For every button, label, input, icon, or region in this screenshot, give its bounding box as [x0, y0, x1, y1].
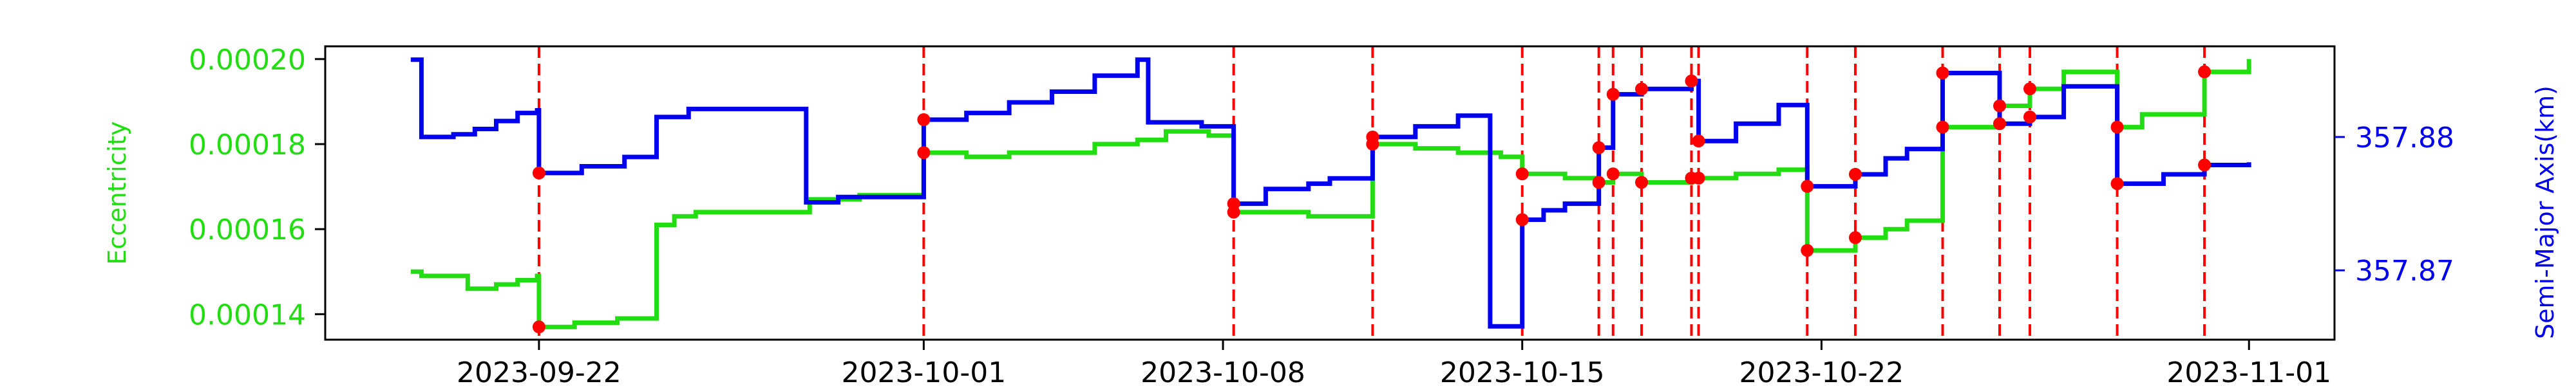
y-axis-left: 0.00014 0.00016 0.00018 0.00020 — [189, 44, 325, 331]
maneuver-marker — [1606, 87, 1620, 101]
maneuver-marker — [1635, 82, 1649, 96]
maneuver-marker — [1936, 120, 1949, 134]
maneuver-marker — [2110, 177, 2124, 190]
y-left-tick-label: 0.00020 — [189, 44, 306, 77]
maneuver-marker — [1685, 74, 1698, 87]
x-tick-label: 2023-10-08 — [1141, 356, 1305, 386]
maneuver-marker — [1936, 66, 1949, 80]
maneuver-marker — [2198, 65, 2211, 78]
maneuver-marker — [917, 146, 931, 160]
series-line-left — [410, 59, 2251, 329]
series-group — [410, 57, 2251, 329]
series-line-right — [410, 57, 2251, 329]
x-tick-label: 2023-10-15 — [1440, 356, 1605, 386]
y-left-tick-label: 0.00018 — [189, 129, 306, 161]
maneuver-marker — [532, 166, 545, 179]
plot-frame — [324, 45, 2336, 341]
maneuver-marker — [1848, 231, 1862, 244]
maneuver-marker — [1801, 179, 1814, 193]
maneuver-marker — [1366, 130, 1379, 143]
x-axis: 2023-09-22 2023-10-01 2023-10-08 2023-10-15… — [457, 340, 2331, 386]
maneuver-marker — [1848, 167, 1862, 181]
y-left-tick-label: 0.00014 — [189, 299, 306, 331]
maneuver-marker — [1515, 167, 1529, 181]
maneuver-marker — [1515, 213, 1529, 226]
maneuver-marker — [2198, 158, 2211, 172]
maneuver-marker — [1227, 197, 1240, 210]
maneuver-marker — [2023, 82, 2037, 96]
maneuver-marker — [2023, 110, 2037, 124]
y-axis-left-label: Eccentricity — [103, 121, 131, 264]
x-tick-label: 2023-09-22 — [457, 356, 621, 386]
y-axis-right: 357.87 357.88 — [2334, 122, 2454, 288]
maneuver-marker — [1592, 141, 1605, 154]
maneuver-marker — [1993, 117, 2006, 131]
maneuver-marker — [1993, 99, 2006, 113]
maneuver-markers — [532, 65, 2211, 334]
maneuver-marker — [1606, 167, 1620, 181]
y-left-tick-label: 0.00016 — [189, 214, 306, 246]
maneuver-marker — [917, 113, 931, 126]
maneuver-marker — [1801, 244, 1814, 257]
y-axis-right-label: Semi-Major Axis(km) — [2531, 86, 2559, 339]
x-tick-label: 2023-11-01 — [2166, 356, 2331, 386]
maneuver-marker — [532, 320, 545, 334]
y-right-tick-label: 357.88 — [2355, 122, 2454, 154]
maneuver-marker — [1692, 134, 1705, 148]
x-tick-label: 2023-10-22 — [1739, 356, 1904, 386]
maneuver-marker — [1635, 176, 1649, 189]
x-tick-label: 2023-10-01 — [842, 356, 1007, 386]
maneuver-marker — [2110, 120, 2124, 134]
y-right-tick-label: 357.87 — [2355, 255, 2454, 288]
maneuver-marker — [1592, 176, 1605, 189]
maneuver-marker — [1692, 171, 1705, 185]
